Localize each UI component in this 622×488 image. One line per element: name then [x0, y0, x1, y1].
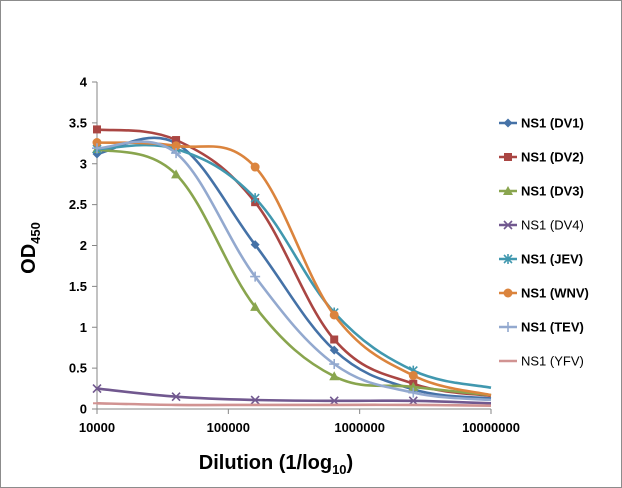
- data-point: [329, 396, 339, 406]
- y-tick-label: 4: [80, 75, 88, 90]
- series-ns1-dv4: [92, 383, 492, 406]
- data-point: [92, 383, 102, 394]
- legend-label: NS1 (DV2): [521, 150, 584, 165]
- legend-label: NS1 (DV4): [521, 218, 584, 233]
- legend-marker: [503, 118, 513, 128]
- y-tick-label: 3: [80, 156, 87, 171]
- y-tick-label: 1: [80, 320, 87, 335]
- series-ns1-tev: [92, 140, 492, 402]
- data-point: [171, 141, 181, 151]
- series-line: [96, 128, 492, 398]
- data-point: [329, 359, 340, 370]
- legend-label: NS1 (JEV): [521, 252, 583, 267]
- data-point: [329, 310, 339, 320]
- legend-item: NS1 (DV4): [499, 218, 584, 233]
- data-point: [329, 345, 339, 355]
- data-point: [171, 392, 181, 402]
- y-tick-label: 2.5: [69, 197, 87, 212]
- y-tick-label: 3.5: [69, 115, 87, 130]
- legend-item: NS1 (TEV): [499, 320, 584, 335]
- y-tick-label: 2: [80, 238, 87, 253]
- x-tick-label: 100000: [207, 420, 250, 435]
- y-tick-label: 0: [80, 402, 87, 417]
- legend-marker: [503, 220, 513, 230]
- series-ns1-wnv: [92, 137, 492, 397]
- data-point: [330, 335, 339, 344]
- x-tick-label: 1000000: [334, 420, 385, 435]
- legend-item: NS1 (DV2): [499, 150, 584, 165]
- legend-label: NS1 (DV1): [521, 116, 584, 131]
- series-ns1-dv2: [93, 125, 492, 398]
- data-point: [250, 193, 260, 204]
- y-tick-label: 1.5: [69, 279, 87, 294]
- legend-label: NS1 (YFV): [521, 354, 584, 369]
- legend-marker: [503, 322, 513, 332]
- legend-marker: [503, 254, 513, 264]
- data-point: [250, 395, 260, 405]
- data-point: [92, 143, 102, 154]
- data-point: [408, 396, 418, 406]
- data-point: [250, 162, 260, 172]
- data-point: [171, 169, 182, 179]
- series-line: [96, 402, 492, 407]
- x-tick-label: 10000: [79, 420, 115, 435]
- legend-marker: [503, 186, 513, 195]
- x-axis-title: Dilution (1/log10): [199, 452, 353, 477]
- data-point: [250, 301, 261, 311]
- series-ns1-dv3: [92, 144, 492, 397]
- legend-item: NS1 (YFV): [499, 354, 584, 369]
- data-point: [408, 381, 419, 391]
- series-ns1-yfv: [93, 402, 492, 407]
- y-tick-label: 0.5: [69, 361, 87, 376]
- y-axis-title: OD450: [18, 222, 43, 274]
- x-tick-label: 10000000: [462, 420, 520, 435]
- legend-label: NS1 (DV3): [521, 184, 584, 199]
- legend-marker: [503, 288, 513, 298]
- legend-label: NS1 (TEV): [521, 320, 584, 335]
- legend-item: NS1 (JEV): [499, 252, 583, 267]
- data-point: [250, 271, 261, 282]
- data-point: [408, 370, 418, 380]
- data-point: [171, 148, 182, 159]
- data-point: [93, 125, 101, 134]
- series-line: [96, 143, 492, 389]
- legend-label: NS1 (WNV): [521, 286, 589, 301]
- legend-marker: [504, 153, 512, 161]
- legend-item: NS1 (WNV): [499, 286, 589, 301]
- series-line: [96, 387, 492, 405]
- data-point: [172, 136, 181, 145]
- data-point: [92, 137, 102, 147]
- data-point: [250, 240, 260, 250]
- data-point: [329, 371, 340, 381]
- legend-item: NS1 (DV1): [499, 116, 584, 131]
- data-point: [408, 387, 419, 398]
- legend-item: NS1 (DV3): [499, 184, 584, 199]
